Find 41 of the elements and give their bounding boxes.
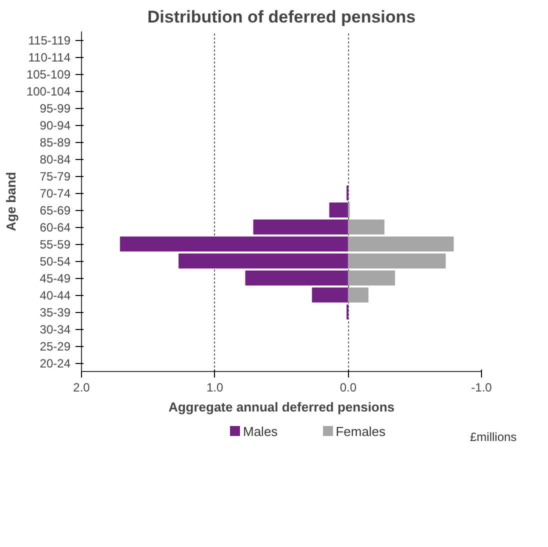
legend-label: Males	[243, 424, 278, 439]
bar	[245, 270, 348, 286]
y-tick-label: 40-44	[40, 288, 71, 302]
y-tick-label: 45-49	[40, 272, 71, 286]
y-tick-label: 60-64	[40, 220, 71, 234]
y-tick-label: 75-79	[40, 170, 71, 184]
y-tick-label: 35-39	[40, 306, 71, 320]
bar	[120, 236, 348, 252]
chart-title: Distribution of deferred pensions	[147, 8, 416, 26]
y-tick-label: 105-109	[26, 68, 71, 82]
bar	[348, 220, 384, 234]
legend-label: Females	[336, 424, 386, 439]
y-tick-label: 70-74	[40, 186, 71, 200]
bar	[312, 288, 348, 302]
bar	[348, 288, 368, 302]
bar	[253, 220, 348, 234]
y-tick-label: 115-119	[28, 34, 71, 48]
y-tick-label: 25-29	[40, 340, 71, 354]
y-tick-label: 90-94	[40, 118, 71, 132]
text: £millions	[470, 429, 517, 446]
x-tick-label: -1.0	[471, 380, 492, 394]
bar	[348, 236, 454, 252]
x-tick-label: 0.0	[340, 380, 357, 394]
y-tick-label: 20-24	[40, 356, 71, 370]
y-tick-label: 55-59	[40, 238, 71, 252]
y-tick-label: 65-69	[40, 204, 71, 218]
y-tick-label: 50-54	[40, 254, 71, 268]
bar	[178, 254, 348, 268]
y-tick-label: 100-104	[26, 84, 71, 98]
y-tick-label: 85-89	[40, 136, 71, 150]
y-axis-title: Age band	[3, 172, 18, 232]
y-tick-label: 110-114	[28, 50, 71, 64]
y-tick-label: 80-84	[40, 152, 71, 166]
bar	[348, 254, 446, 268]
bar	[348, 270, 396, 286]
y-tick-label: 30-34	[40, 322, 71, 336]
x-tick-label: 1.0	[206, 380, 224, 394]
x-tick-label: 2.0	[73, 380, 90, 394]
y-tick-label: 95-99	[40, 102, 71, 116]
bar	[329, 202, 348, 218]
x-axis-title: Aggregate annual deferred pensions	[168, 400, 395, 414]
